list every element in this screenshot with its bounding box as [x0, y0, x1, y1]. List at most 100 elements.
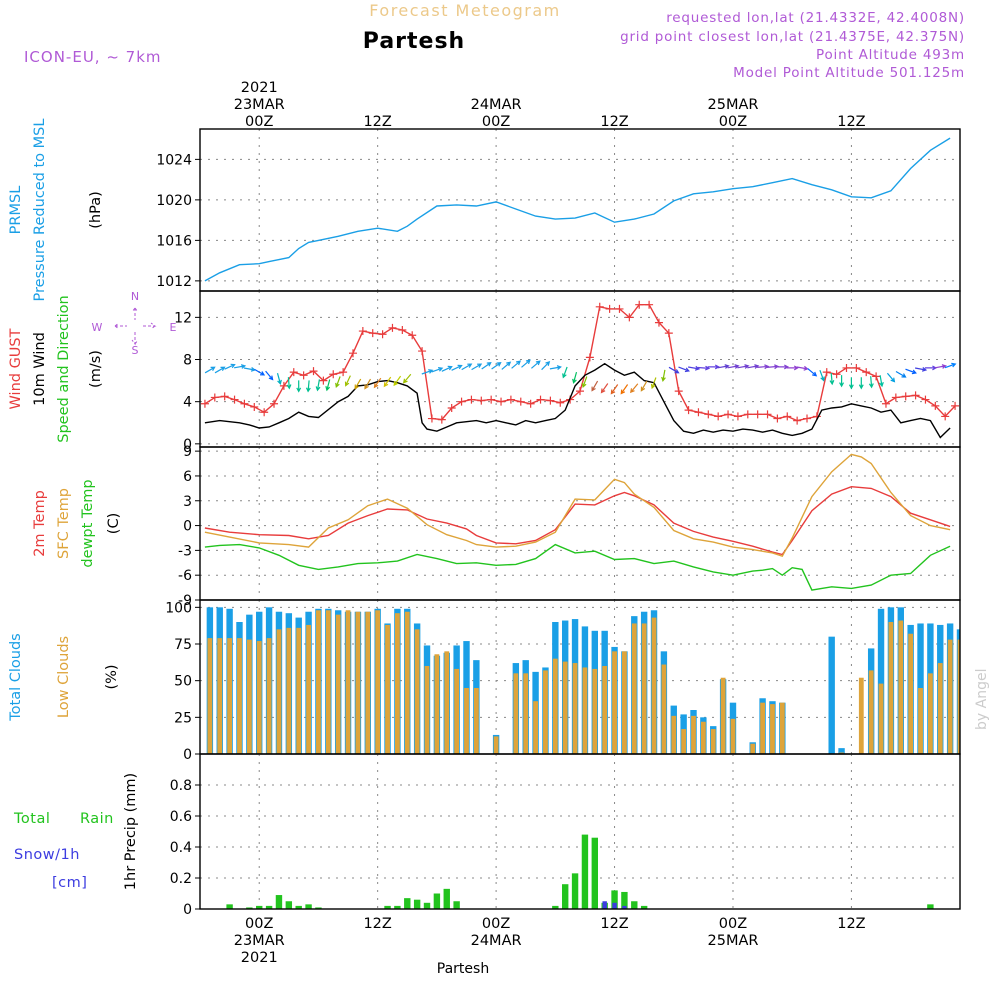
wind-arrow [431, 367, 444, 373]
wind-arrow [661, 369, 666, 382]
low-cloud-bar [918, 688, 923, 754]
y-tick-label: 0 [183, 437, 192, 453]
gust-marker [763, 410, 772, 419]
low-cloud-bar [404, 611, 410, 754]
wind-arrow [549, 365, 562, 370]
panel-content [206, 607, 960, 754]
low-cloud-bar [217, 638, 223, 754]
wind-arrow [305, 380, 311, 393]
panel-axis-label: Low Clouds [56, 636, 72, 718]
gust-marker [388, 323, 397, 332]
bottom-time-label: 00Z [245, 916, 273, 932]
gust-marker [911, 391, 920, 400]
gust-marker [625, 313, 634, 322]
precip-legend-label: [cm] [52, 875, 87, 891]
series-line [204, 543, 951, 591]
low-cloud-bar [641, 623, 647, 754]
y-tick-label: 1016 [156, 233, 192, 249]
low-cloud-bar [533, 701, 538, 754]
gust-marker [447, 404, 456, 412]
low-cloud-bar [878, 683, 884, 754]
gust-marker [526, 399, 535, 408]
gust-marker [773, 414, 782, 423]
snow-bar [612, 902, 617, 909]
wind-arrow [254, 368, 266, 376]
wind-panel: 0 4 8 12 Wind GUST 10m Wind Speed and Directio… [8, 290, 961, 453]
y-tick-label: 0.6 [170, 809, 192, 825]
precip-legend-label: Rain [80, 811, 114, 827]
low-cloud-bar [246, 639, 252, 754]
compass-letter: W [92, 321, 103, 334]
panel-axis-label: (m/s) [88, 350, 104, 388]
low-cloud-bar [888, 622, 894, 754]
wind-arrow [786, 365, 799, 371]
bottom-time-label: 2021 [241, 950, 278, 966]
top-time-label: 00Z [719, 114, 747, 130]
total-precip-bar [581, 834, 589, 909]
low-cloud-bar [237, 638, 242, 754]
panel-content [226, 834, 934, 909]
snow-bar [622, 905, 627, 909]
gust-marker [645, 300, 654, 309]
low-cloud-bar [365, 611, 371, 754]
wind-arrow [914, 367, 928, 372]
total-precip-bar [433, 893, 441, 909]
low-cloud-bar [602, 666, 608, 754]
footer-label: Partesh [437, 961, 489, 977]
total-cloud-bar [877, 608, 885, 754]
low-cloud-bar [207, 638, 213, 754]
total-cloud-bar [828, 636, 835, 754]
gust-marker [615, 304, 624, 313]
total-precip-bar [246, 907, 253, 909]
total-precip-bar [927, 904, 934, 909]
total-precip-bar [453, 901, 460, 909]
top-time-label: 12Z [363, 114, 391, 130]
total-precip-bar [552, 905, 559, 909]
wind-arrow [373, 377, 382, 389]
gust-marker [753, 410, 762, 419]
wind-arrow [895, 370, 907, 378]
panel-axis-label: 1hr Precip (mm) [123, 773, 139, 890]
wind-arrow [591, 380, 599, 392]
clouds-panel: 0 25 50 75 100 Total Clouds Low Clouds (%) [8, 599, 961, 763]
wind-arrow [364, 378, 372, 390]
low-cloud-bar [414, 629, 420, 754]
gust-marker [872, 372, 881, 381]
gust-marker [200, 399, 209, 408]
precip-legend-label: Total [13, 811, 50, 827]
wind-arrow [829, 372, 835, 386]
bottom-time-label: 12Z [837, 916, 865, 932]
wind-arrow [481, 361, 492, 370]
gust-marker [605, 304, 614, 313]
wind-arrow [737, 364, 750, 369]
wind-arrow [600, 383, 609, 394]
gust-marker [477, 396, 486, 405]
panel-axis-label: 10m Wind [32, 332, 48, 406]
wind-arrow [697, 365, 711, 371]
low-cloud-bar [760, 702, 765, 754]
wind-arrow [461, 363, 473, 371]
info-line-1: requested lon,lat (21.4332E, 42.4008N) [666, 10, 965, 26]
gust-marker [210, 393, 219, 402]
low-cloud-bar [927, 673, 933, 754]
y-tick-label: 0 [183, 747, 192, 763]
wind-arrow [905, 368, 917, 375]
low-cloud-bar [286, 627, 292, 754]
low-cloud-bar [266, 638, 272, 754]
gust-marker [398, 326, 407, 334]
low-cloud-bar [523, 673, 529, 754]
low-cloud-bar [868, 670, 874, 754]
wind-arrow [687, 365, 701, 371]
wind-arrow [879, 375, 884, 388]
subtitle: Forecast Meteogram [369, 1, 560, 20]
total-precip-bar [423, 902, 431, 909]
panel-axis-label: dewpt Temp [80, 479, 96, 567]
temperature-panel: -9 -6 -3 0 3 6 9 2m Temp SFC Temp dewpt Temp (C) [32, 444, 961, 609]
y-tick-label: 1020 [156, 193, 192, 209]
total-precip-bar [443, 888, 450, 909]
low-cloud-bar [622, 651, 627, 754]
wind-arrow [354, 378, 362, 390]
compass-letter: N [131, 290, 139, 303]
